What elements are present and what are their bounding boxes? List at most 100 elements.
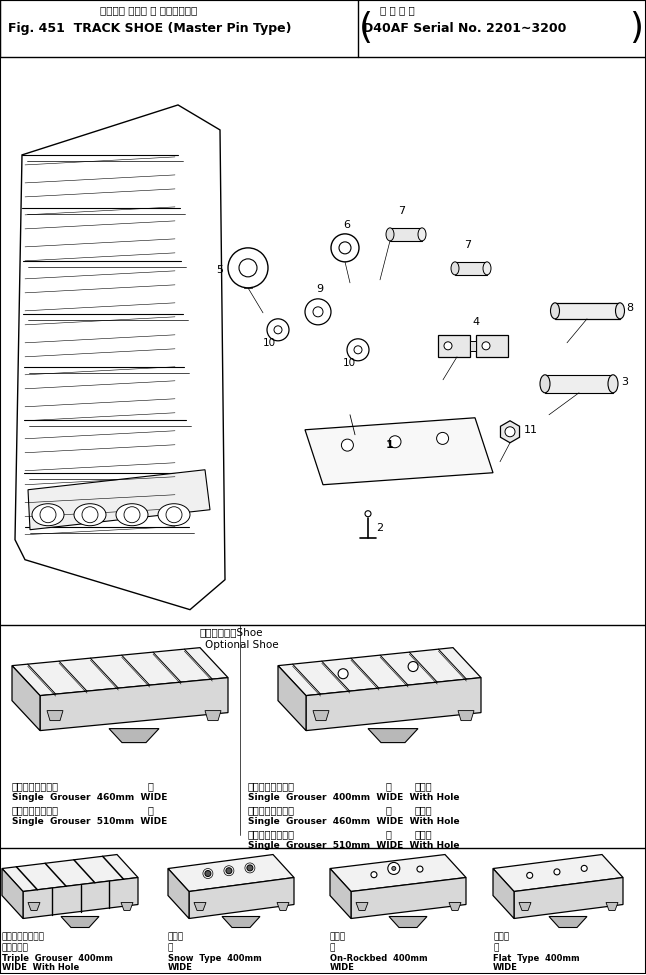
Text: ): ) [629, 11, 643, 45]
Polygon shape [121, 903, 133, 911]
Polygon shape [40, 678, 228, 730]
Text: Triple  Grouser  400mm: Triple Grouser 400mm [2, 955, 113, 963]
Circle shape [274, 326, 282, 333]
Text: Single  Grouser  510mm  WIDE  With Hole: Single Grouser 510mm WIDE With Hole [248, 840, 459, 849]
Text: 3: 3 [621, 376, 628, 387]
Text: 幅: 幅 [148, 782, 154, 792]
Polygon shape [493, 869, 514, 918]
Text: 6: 6 [344, 220, 351, 230]
Text: オプショナルShoe: オプショナルShoe [200, 628, 264, 638]
Polygon shape [455, 262, 487, 275]
Text: 平坦用: 平坦用 [493, 932, 509, 942]
Polygon shape [277, 903, 289, 911]
Circle shape [526, 873, 533, 878]
Polygon shape [356, 903, 368, 911]
Circle shape [339, 242, 351, 254]
Polygon shape [244, 248, 252, 288]
Ellipse shape [540, 374, 550, 393]
Text: WIDE: WIDE [168, 963, 193, 972]
Circle shape [354, 346, 362, 354]
Text: シングルグローサ: シングルグローサ [248, 830, 295, 839]
Text: 穴あき: 穴あき [415, 805, 433, 815]
Polygon shape [501, 421, 519, 443]
Text: トリプルグローサ: トリプルグローサ [2, 932, 45, 942]
Polygon shape [470, 341, 476, 351]
Text: WIDE: WIDE [493, 963, 518, 972]
Text: Single  Grouser  510mm  WIDE: Single Grouser 510mm WIDE [12, 816, 167, 826]
Text: 10: 10 [263, 337, 276, 348]
Polygon shape [519, 903, 531, 911]
Circle shape [267, 319, 289, 341]
Polygon shape [389, 916, 427, 927]
Circle shape [505, 427, 515, 437]
Text: Single  Grouser  460mm  WIDE  With Hole: Single Grouser 460mm WIDE With Hole [248, 816, 459, 826]
Text: シングルグローサ: シングルグローサ [248, 805, 295, 815]
Text: シングルグローサ: シングルグローサ [248, 782, 295, 792]
Text: Optional Shoe: Optional Shoe [205, 640, 278, 649]
Text: Fig. 451  TRACK SHOE (Master Pin Type): Fig. 451 TRACK SHOE (Master Pin Type) [8, 22, 291, 35]
Text: Snow  Type  400mm: Snow Type 400mm [168, 955, 262, 963]
Polygon shape [168, 869, 189, 918]
Text: Single  Grouser  400mm  WIDE  With Hole: Single Grouser 400mm WIDE With Hole [248, 793, 459, 801]
Circle shape [40, 507, 56, 523]
Text: 幅: 幅 [148, 805, 154, 815]
Circle shape [437, 432, 448, 445]
Polygon shape [306, 678, 481, 730]
Text: 9: 9 [317, 284, 324, 293]
Text: Single  Grouser  460mm  WIDE: Single Grouser 460mm WIDE [12, 793, 167, 801]
Text: シングルグローサ: シングルグローサ [12, 805, 59, 815]
Polygon shape [449, 903, 461, 911]
Polygon shape [28, 903, 40, 911]
Circle shape [482, 342, 490, 350]
Ellipse shape [451, 262, 459, 275]
Circle shape [392, 867, 396, 871]
Polygon shape [493, 854, 623, 891]
Text: 山地用: 山地用 [330, 932, 346, 942]
Ellipse shape [116, 504, 148, 526]
Circle shape [166, 507, 182, 523]
Text: 幅: 幅 [168, 944, 173, 953]
Polygon shape [545, 374, 613, 393]
Polygon shape [278, 647, 481, 695]
Polygon shape [189, 878, 294, 918]
Polygon shape [458, 711, 474, 721]
Polygon shape [61, 916, 99, 927]
Text: 5: 5 [216, 265, 224, 275]
Circle shape [247, 865, 253, 871]
Circle shape [581, 866, 587, 872]
Polygon shape [12, 666, 40, 730]
Polygon shape [476, 334, 508, 357]
Text: 幅: 幅 [386, 782, 392, 792]
Polygon shape [278, 666, 306, 730]
Circle shape [341, 439, 353, 451]
Polygon shape [109, 728, 159, 743]
Circle shape [347, 339, 369, 361]
Polygon shape [606, 903, 618, 911]
Polygon shape [194, 903, 206, 911]
Text: On-Rockbed  400mm: On-Rockbed 400mm [330, 955, 428, 963]
Circle shape [408, 662, 418, 672]
Circle shape [388, 863, 400, 875]
Ellipse shape [483, 262, 491, 275]
Text: 雪上用: 雪上用 [168, 932, 184, 942]
Polygon shape [555, 303, 620, 319]
Ellipse shape [418, 228, 426, 241]
Polygon shape [330, 869, 351, 918]
Circle shape [205, 871, 211, 877]
Text: 11: 11 [524, 425, 538, 435]
Text: (: ( [359, 11, 373, 45]
Circle shape [124, 507, 140, 523]
Polygon shape [47, 711, 63, 721]
Text: Flat  Type  400mm: Flat Type 400mm [493, 955, 579, 963]
Ellipse shape [74, 504, 106, 526]
Text: 1: 1 [386, 440, 394, 449]
Polygon shape [2, 869, 23, 918]
Polygon shape [368, 728, 418, 743]
Text: 7: 7 [464, 240, 472, 250]
Text: 幅　穴あき: 幅 穴あき [2, 944, 29, 953]
Polygon shape [438, 334, 470, 357]
Polygon shape [390, 228, 422, 241]
Text: 適 用 号 機: 適 用 号 機 [380, 5, 415, 15]
Polygon shape [514, 878, 623, 918]
Text: 幅: 幅 [386, 805, 392, 815]
